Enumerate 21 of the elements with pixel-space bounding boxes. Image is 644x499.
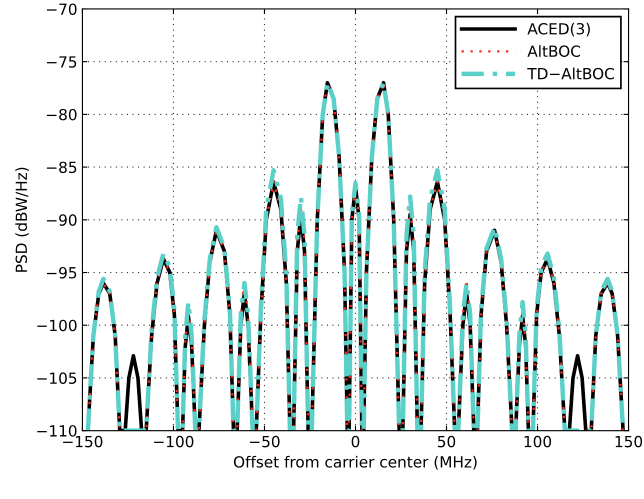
x-tick-label: −100 — [154, 436, 194, 448]
x-tick-label: 0 — [352, 436, 360, 448]
y-tick-label: −105 — [37, 372, 76, 384]
y-tick-label: −90 — [46, 214, 77, 226]
legend-label: TD−AltBOC — [527, 68, 614, 80]
y-axis-title: PSD (dBW/Hz) — [15, 168, 29, 272]
legend-label: ACED(3) — [527, 22, 590, 36]
x-tick-label: 150 — [616, 436, 642, 448]
y-tick-label: −95 — [46, 266, 76, 279]
x-tick-label: 100 — [524, 436, 552, 448]
x-tick-label: −150 — [63, 436, 102, 448]
legend-label: AltBOC — [527, 45, 580, 57]
y-tick-label: −70 — [46, 3, 77, 16]
y-tick-label: −85 — [46, 162, 76, 174]
x-tick-label: −50 — [250, 436, 280, 448]
y-tick-label: −80 — [46, 108, 77, 120]
y-tick-label: −75 — [46, 56, 76, 68]
y-tick-label: −100 — [37, 320, 77, 332]
x-axis-title: Offset from carrier center (MHz) — [234, 456, 477, 470]
y-tick-label: −110 — [37, 425, 77, 437]
x-tick-label: 50 — [438, 436, 456, 448]
